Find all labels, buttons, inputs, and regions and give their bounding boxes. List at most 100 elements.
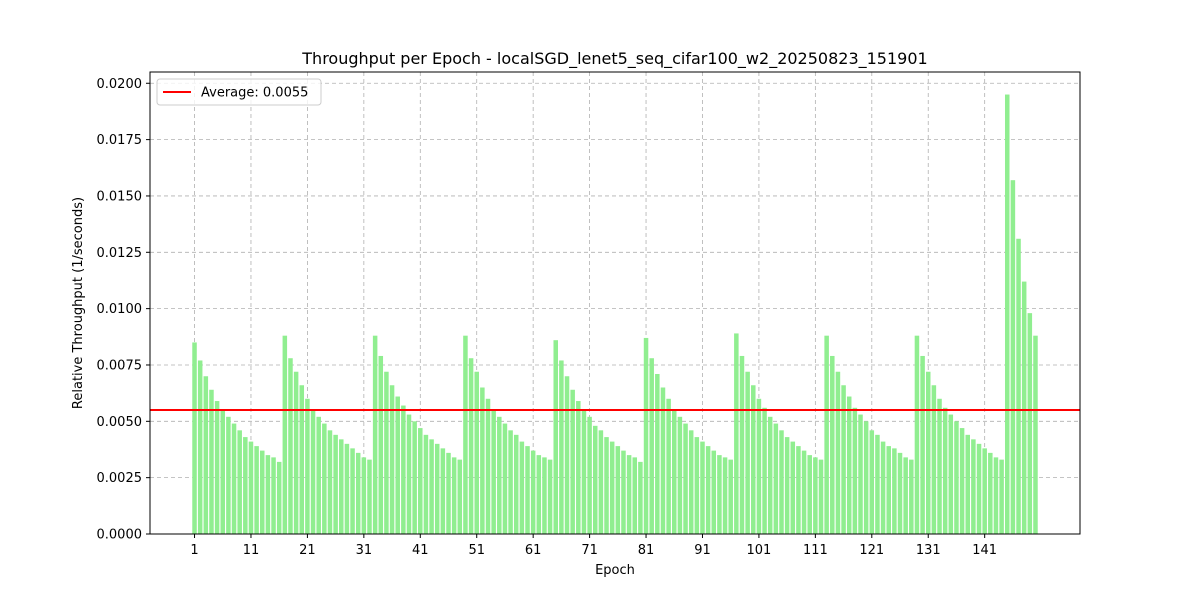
x-tick-label: 41 (412, 543, 429, 558)
bar (869, 430, 875, 534)
bars (192, 94, 1038, 535)
bar (931, 385, 937, 534)
bar (739, 355, 745, 534)
bar (220, 410, 226, 534)
bar (779, 430, 784, 534)
bar (773, 423, 779, 534)
bar (660, 387, 666, 534)
y-tick-label: 0.0075 (97, 358, 143, 373)
bar (350, 448, 355, 534)
bar (971, 439, 976, 534)
bar (547, 459, 553, 534)
bar (265, 455, 271, 534)
y-tick-label: 0.0050 (97, 415, 143, 430)
bar (502, 423, 508, 534)
bar (626, 455, 632, 534)
bar (468, 358, 474, 534)
bar (638, 461, 643, 534)
bar (655, 373, 660, 534)
bar (841, 385, 846, 534)
bar (592, 425, 598, 534)
x-axis-label: Epoch (595, 563, 635, 578)
bar (327, 430, 333, 534)
bar (982, 448, 987, 534)
bar (587, 416, 592, 534)
bar (688, 430, 694, 534)
bar (751, 385, 756, 534)
x-tick-label: 81 (638, 543, 655, 558)
bar (767, 416, 773, 534)
bar (632, 457, 638, 534)
bar (276, 461, 282, 534)
x-tick-label: 21 (299, 543, 316, 558)
bar (942, 407, 948, 534)
bar (909, 459, 914, 534)
bar (903, 457, 908, 534)
bar (711, 450, 717, 534)
x-tick-label: 31 (356, 543, 373, 558)
x-tick-label: 1 (190, 543, 198, 558)
bar (615, 446, 621, 534)
axes-frame (149, 71, 1081, 535)
bar (824, 335, 829, 534)
y-tick-label: 0.0150 (97, 189, 143, 204)
bar (406, 414, 412, 534)
bar (830, 355, 835, 534)
bar (440, 448, 446, 534)
bar (897, 452, 903, 534)
bar (914, 335, 920, 534)
bar (192, 342, 197, 534)
y-axis-label: Relative Throughput (1/seconds) (71, 197, 86, 409)
bar (576, 401, 581, 534)
bar (666, 398, 671, 534)
bar (237, 430, 242, 534)
bar (965, 434, 971, 534)
bar (722, 457, 728, 534)
bar (570, 389, 575, 534)
bar (389, 385, 395, 534)
bar (717, 455, 722, 534)
bar (728, 459, 733, 534)
bar (937, 398, 942, 534)
bar (542, 457, 547, 534)
bar (513, 434, 519, 534)
bar (248, 441, 254, 534)
bar (863, 421, 869, 534)
bar (813, 457, 818, 534)
bar (756, 398, 762, 534)
bar (395, 396, 400, 534)
bar (361, 457, 367, 534)
bar (508, 430, 513, 534)
bar (339, 439, 344, 534)
bar (852, 407, 858, 534)
bar (282, 335, 288, 534)
bar (384, 371, 389, 534)
bar (672, 410, 677, 534)
bar (886, 446, 891, 534)
bar (288, 358, 293, 534)
bar (796, 446, 801, 534)
bar (1010, 180, 1016, 535)
bar (367, 459, 372, 534)
bar (581, 410, 587, 534)
x-tick-label: 111 (803, 543, 828, 558)
bar (818, 459, 824, 534)
bar (925, 371, 931, 534)
bar (293, 371, 299, 534)
bar (1004, 94, 1010, 534)
bar (446, 452, 451, 534)
bar (519, 441, 525, 534)
bar (762, 407, 767, 534)
bar (846, 396, 852, 534)
bar (988, 452, 993, 534)
bar (418, 428, 423, 534)
y-tick-label: 0.0175 (97, 133, 143, 148)
x-tick-label: 141 (972, 543, 997, 558)
bar (920, 355, 925, 534)
bar (322, 423, 327, 534)
bar (299, 385, 305, 534)
bar (858, 414, 863, 534)
bar (485, 398, 491, 534)
bar (1016, 238, 1021, 534)
bar (203, 376, 209, 534)
